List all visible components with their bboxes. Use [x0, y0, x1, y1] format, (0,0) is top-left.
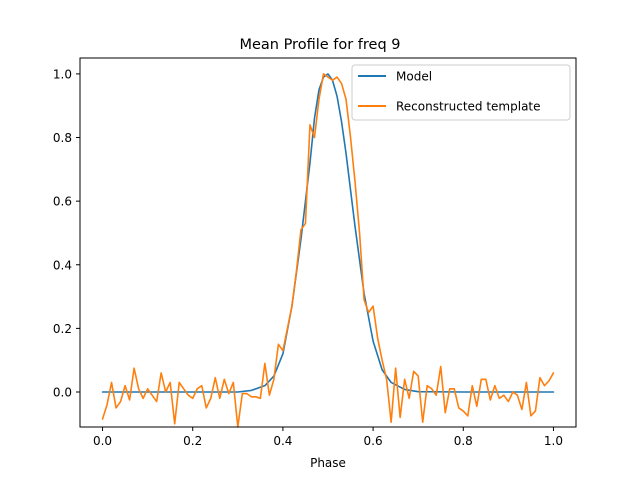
legend-box: [351, 64, 571, 121]
x-tick-label: 0.6: [364, 434, 383, 448]
x-axis-label: Phase: [310, 456, 346, 470]
plot-frame: [79, 57, 577, 428]
y-tick-label: 1.0: [53, 67, 72, 81]
x-axis: 0.0 0.2 0.4 0.6 0.8 1.0: [93, 427, 563, 448]
x-tick-label: 1.0: [544, 434, 563, 448]
x-tick-label: 0.0: [93, 434, 112, 448]
x-tick-label: 0.4: [273, 434, 292, 448]
y-axis: 0.0 0.2 0.4 0.6 0.8 1.0: [53, 67, 80, 400]
y-tick-label: 0.4: [53, 258, 72, 272]
x-tick-label: 0.8: [454, 434, 473, 448]
y-tick-label: 0.0: [53, 386, 72, 400]
legend: Model Reconstructed template: [351, 64, 571, 121]
y-tick-label: 0.6: [53, 195, 72, 209]
y-tick-label: 0.8: [53, 131, 72, 145]
legend-label-reconstructed: Reconstructed template: [396, 100, 541, 114]
series-line-reconstructed-template: [101, 73, 555, 428]
series-layer: [101, 73, 555, 428]
y-tick-label: 0.2: [53, 322, 72, 336]
series-line-model: [101, 73, 555, 393]
legend-label-model: Model: [396, 70, 432, 84]
chart-title: Mean Profile for freq 9: [239, 37, 400, 53]
x-tick-label: 0.2: [183, 434, 202, 448]
